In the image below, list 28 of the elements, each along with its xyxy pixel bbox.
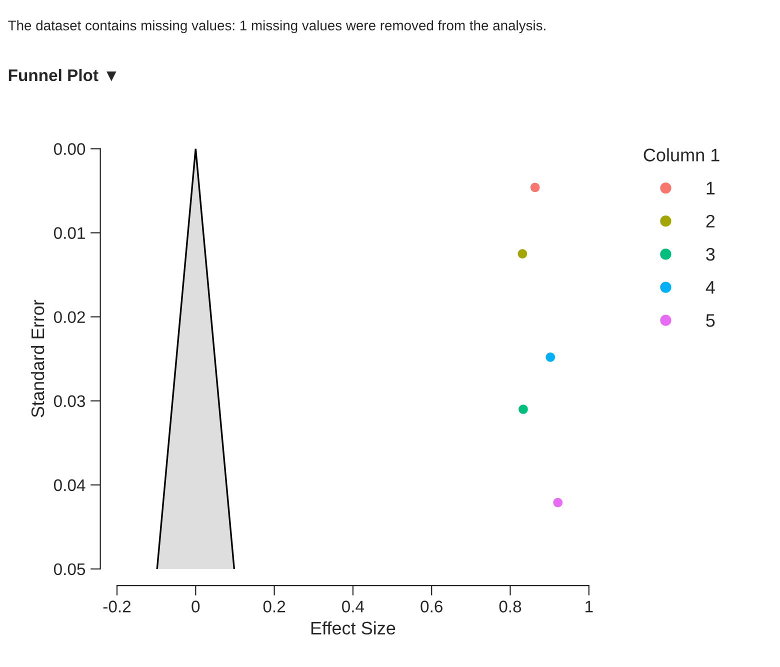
y-tick-label: 0.05 [54, 563, 86, 576]
x-tick-label: 0 [192, 600, 200, 612]
legend-label: 5 [706, 314, 715, 327]
point [518, 404, 528, 414]
legend-label: 1 [706, 182, 715, 194]
point [518, 249, 528, 258]
text: The dataset contains missing values: 1 missing values were removed from the analysis. [8, 20, 546, 34]
point [530, 182, 540, 192]
y-axis-title: Standard Error [30, 300, 44, 418]
y-tick-label: 0.03 [54, 395, 86, 408]
x-tick-label: 0.4 [342, 600, 364, 612]
x-tick-label: 0.2 [263, 600, 286, 612]
x-tick-label: -0.2 [103, 600, 131, 612]
point [546, 352, 556, 362]
chart-title: Funnel Plot ▼ [8, 68, 116, 82]
y-tick-label: 0.04 [54, 479, 86, 492]
y-tick-label: 0.01 [54, 227, 85, 239]
legend-label: 2 [706, 214, 715, 228]
x-tick-label: 1 [586, 600, 593, 612]
y-tick-label: 0.02 [54, 311, 85, 324]
x-tick-label: 0.6 [420, 600, 442, 612]
legend-title: Column 1 [644, 148, 720, 162]
legend-label: 3 [706, 248, 715, 261]
legend-label: 4 [706, 281, 715, 294]
x-tick-label: 0.8 [499, 600, 522, 612]
point [553, 498, 562, 508]
y-tick-label: 0.00 [54, 143, 86, 155]
x-axis-title: Effect Size [311, 621, 396, 635]
